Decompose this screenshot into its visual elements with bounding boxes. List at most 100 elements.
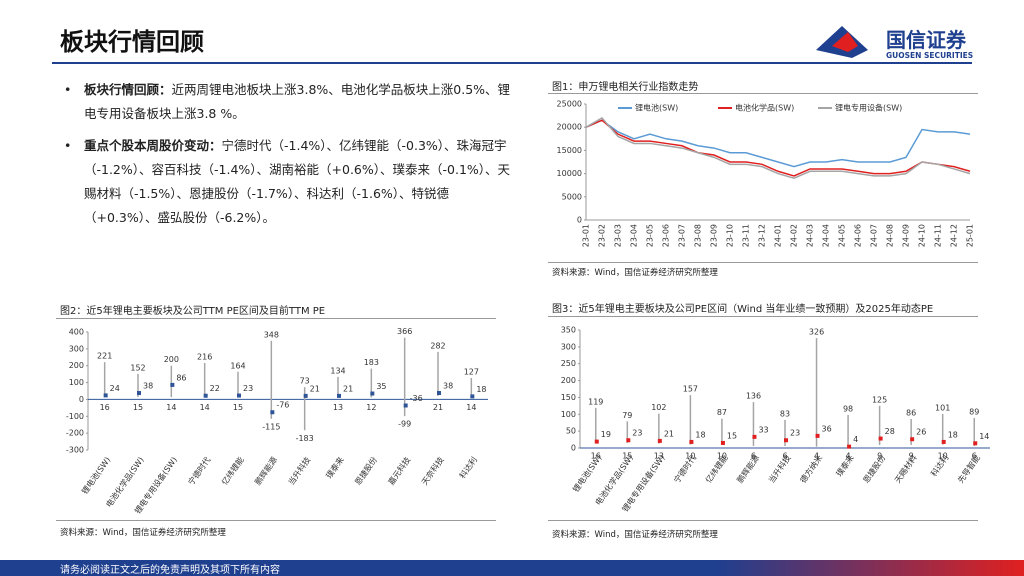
- current-marker: [689, 439, 694, 444]
- current-label: 4: [853, 435, 858, 444]
- current-label: 23: [790, 429, 800, 438]
- current-marker: [752, 434, 757, 439]
- high-label: 87: [717, 408, 727, 417]
- x-tick-label: 23-09: [710, 224, 719, 247]
- y-tick-label: 10000: [557, 169, 582, 178]
- y-tick-label: 300: [69, 344, 84, 353]
- low-label: -115: [262, 422, 280, 431]
- x-tick-label: 23-01: [582, 224, 591, 247]
- current-marker: [237, 393, 241, 398]
- current-marker: [878, 436, 883, 441]
- high-label: 102: [651, 403, 666, 412]
- y-tick-label: 200: [561, 376, 576, 385]
- chart: 0501001502002503003501191916锂电池(SW)79231…: [561, 326, 990, 514]
- high-label: 136: [746, 392, 761, 401]
- x-tick-label: 23-12: [758, 224, 767, 247]
- logo-text: 国信证券: [886, 28, 966, 52]
- current-marker: [470, 394, 475, 399]
- source-note: 资料来源：Wind，国信证券经济研究所整理: [552, 530, 718, 540]
- x-tick-label: 23-08: [694, 224, 703, 247]
- y-tick-label: 200: [69, 361, 84, 370]
- y-tick-label: 150: [561, 393, 576, 402]
- current-marker: [910, 437, 915, 442]
- y-tick-label: 0: [577, 216, 582, 225]
- y-tick-label: 20000: [557, 123, 582, 132]
- legend-label: 锂电池(SW): [635, 103, 678, 113]
- current-label: 21: [664, 429, 674, 438]
- current-label: 24: [110, 384, 120, 393]
- current-marker: [657, 438, 662, 443]
- source-note: 资料来源：Wind，国信证券经济研究所整理: [552, 268, 718, 278]
- high-label: 216: [197, 353, 212, 362]
- page-title: 板块行情回顾: [60, 28, 204, 56]
- low-label: 14: [466, 403, 476, 412]
- current-label: 23: [632, 429, 642, 438]
- high-label: 183: [364, 358, 379, 367]
- high-label: 152: [130, 363, 145, 372]
- high-label: 200: [164, 355, 179, 364]
- current-marker: [626, 438, 631, 443]
- low-label: 14: [166, 403, 176, 412]
- low-label: 12: [366, 403, 376, 412]
- x-tick-label: 24-05: [838, 224, 847, 247]
- chart: 0 5000 10000 15000 20000 25000 23-01 23-02 23-03…: [557, 100, 975, 248]
- x-tick-label: 恩捷股份: [352, 455, 379, 487]
- rule: [548, 262, 978, 263]
- low-label: 9: [877, 452, 882, 461]
- low-label: 4: [846, 452, 851, 461]
- series-line: [585, 119, 971, 177]
- figure-caption: 图3：近5年锂电主要板块及公司PE区间（Wind 当年业绩一致预期）及2025年…: [552, 304, 934, 315]
- x-tick-label: 23-02: [598, 224, 607, 247]
- x-tick-label: 当升科技: [286, 455, 313, 487]
- current-label: 28: [885, 427, 895, 436]
- low-label: 6: [972, 452, 977, 461]
- low-label: 6: [751, 452, 756, 461]
- y-tick-label: 0: [571, 444, 576, 453]
- x-tick-label: 天奈科技: [419, 455, 446, 487]
- low-label: 10: [685, 452, 695, 461]
- rule: [56, 520, 496, 521]
- footer-bar: [0, 560, 1024, 576]
- current-marker: [815, 433, 820, 438]
- x-tick-label: 恩捷股份: [861, 453, 888, 485]
- low-label: 9: [909, 452, 914, 461]
- low-label: 16: [591, 452, 601, 461]
- x-tick-label: 宁德时代: [186, 455, 213, 487]
- x-tick-label: 璞泰来: [324, 455, 346, 480]
- x-tick-label: 锂电池(SW): [570, 453, 603, 494]
- source-note: 资料来源：Wind，国信证券经济研究所整理: [60, 528, 226, 538]
- high-label: 134: [330, 366, 345, 375]
- x-tick-label: 先导智能: [955, 453, 982, 485]
- current-label: 18: [476, 385, 486, 394]
- high-label: 282: [430, 341, 445, 350]
- current-marker: [594, 439, 599, 444]
- current-label: 86: [176, 373, 186, 382]
- x-tick-label: 24-09: [902, 224, 911, 247]
- current-marker: [941, 439, 946, 444]
- current-label: 15: [727, 431, 737, 440]
- high-label: 119: [588, 397, 603, 406]
- high-label: 127: [464, 368, 479, 377]
- y-tick-label: 5000: [562, 192, 582, 201]
- low-label: -99: [398, 420, 411, 429]
- y-tick-label: -300: [66, 446, 84, 455]
- bullet-list: • 板块行情回顾：近两周锂电池板块上涨3.8%、电池化学品板块上涨0.5%、锂电专…: [64, 78, 514, 230]
- x-tick-label: 24-12: [950, 224, 959, 247]
- logo-subtext: GUOSEN SECURITIES: [886, 51, 974, 60]
- current-label: 26: [916, 428, 926, 437]
- y-tick-label: 15000: [557, 146, 582, 155]
- current-label: 14: [979, 432, 989, 441]
- current-label: -36: [410, 394, 423, 403]
- current-label: 23: [243, 384, 253, 393]
- x-tick-label: 25-01: [966, 224, 975, 247]
- low-label: 14: [200, 403, 210, 412]
- x-tick-label: 24-06: [854, 224, 863, 247]
- current-label: 22: [210, 384, 220, 393]
- x-tick-label: 天赐材料: [892, 453, 919, 485]
- y-tick-label: 400: [69, 328, 84, 337]
- y-tick-label: 100: [69, 378, 84, 387]
- bullet-label: 板块行情回顾：: [84, 82, 172, 97]
- current-label: 38: [143, 382, 153, 391]
- high-label: 221: [97, 352, 112, 361]
- bullet: • 重点个股本周股价变动：宁德时代（-1.4%）、亿纬锂能（-0.3%）、珠海冠宇…: [64, 138, 511, 225]
